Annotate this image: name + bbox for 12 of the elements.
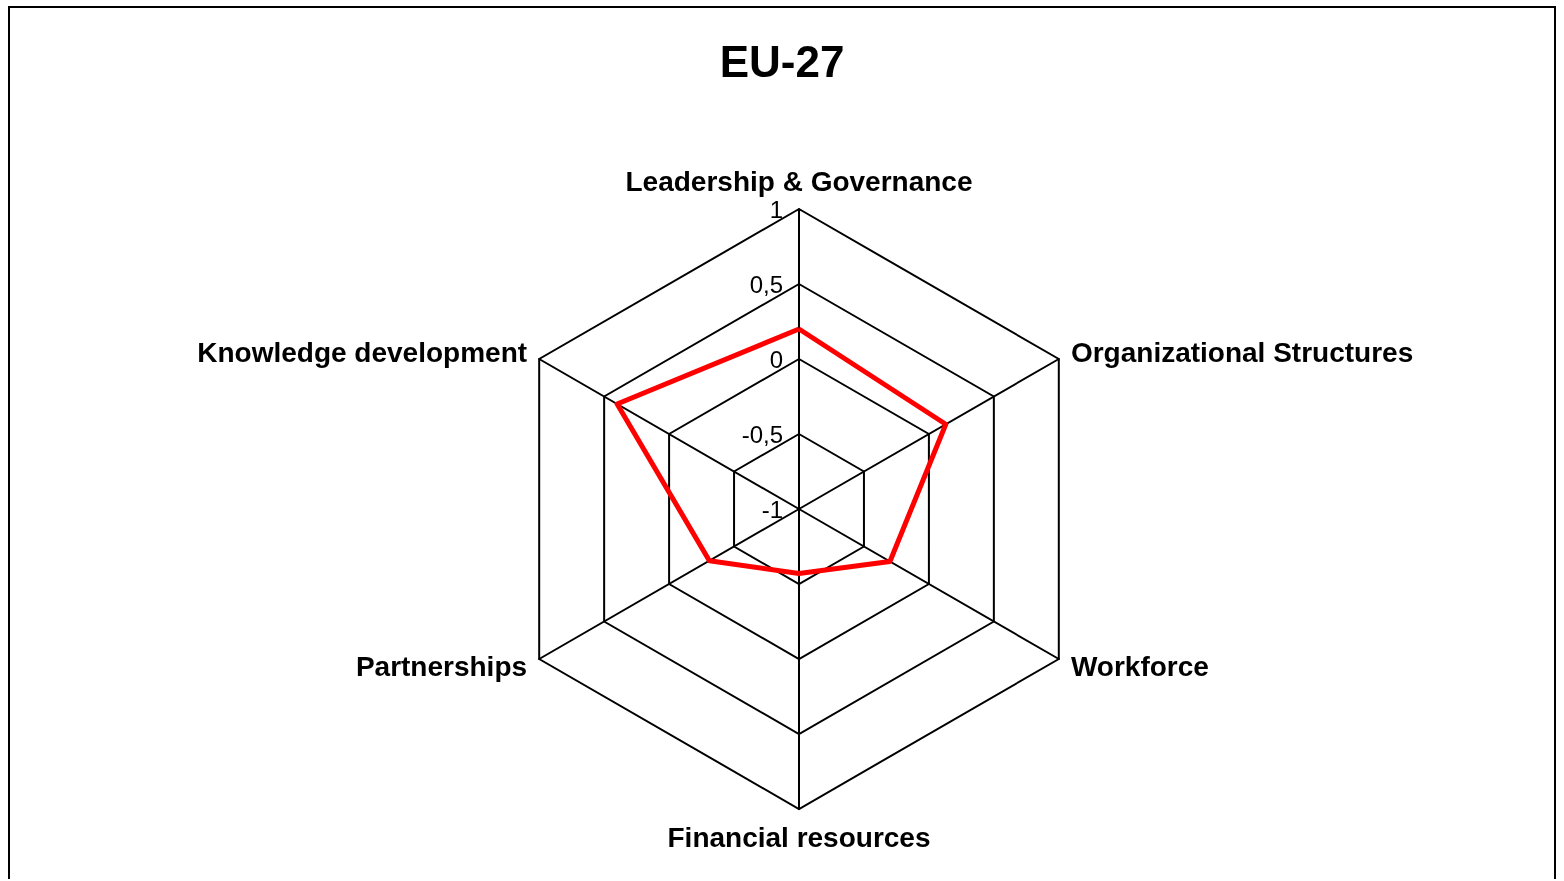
spoke-label: Knowledge development — [197, 336, 528, 368]
y-tick-label: 0,5 — [749, 270, 783, 298]
y-tick-label: -0,5 — [741, 420, 783, 448]
y-tick-label: 1 — [769, 195, 783, 223]
spoke-label: Organizational Structures — [1070, 336, 1414, 368]
spoke-label: Financial resources — [667, 821, 931, 853]
y-tick-label: -1 — [761, 495, 783, 523]
spoke-label: Partnerships — [355, 650, 528, 682]
chart-title: EU-27 — [719, 36, 845, 86]
spoke-label: Workforce — [1070, 650, 1209, 682]
spoke-label: Leadership & Governance — [625, 165, 973, 197]
y-tick-label: 0 — [769, 345, 783, 373]
